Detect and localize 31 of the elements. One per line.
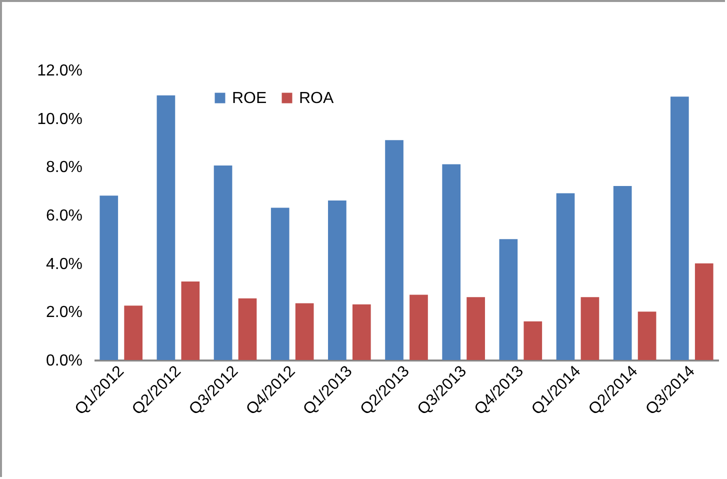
bar	[385, 140, 404, 360]
bar	[124, 306, 143, 360]
bar	[466, 297, 485, 360]
bar	[613, 186, 632, 360]
bar	[499, 239, 518, 360]
bar	[295, 303, 314, 360]
legend-label: ROE	[232, 90, 267, 107]
bar	[181, 281, 200, 360]
bar	[270, 208, 290, 360]
y-tick-label: 0.0%	[46, 352, 82, 370]
y-tick-label: 8.0%	[46, 159, 82, 176]
legend-label: ROA	[299, 90, 334, 107]
bar	[670, 96, 689, 360]
bar	[100, 196, 118, 360]
bar	[352, 304, 371, 360]
y-tick-label: 10.0%	[37, 110, 82, 128]
bar	[442, 164, 461, 360]
y-tick-label: 12.0%	[37, 62, 82, 80]
bar	[638, 312, 656, 360]
bar	[214, 165, 232, 360]
bar	[580, 297, 600, 360]
bar	[524, 321, 542, 360]
y-tick-label: 4.0%	[46, 256, 82, 273]
bar	[694, 263, 714, 360]
y-tick-label: 2.0%	[46, 304, 82, 322]
bar	[156, 95, 176, 360]
bar	[328, 200, 346, 360]
bar	[238, 298, 257, 360]
bar	[410, 294, 428, 360]
y-tick-label: 6.0%	[46, 208, 82, 224]
bar	[556, 193, 575, 360]
